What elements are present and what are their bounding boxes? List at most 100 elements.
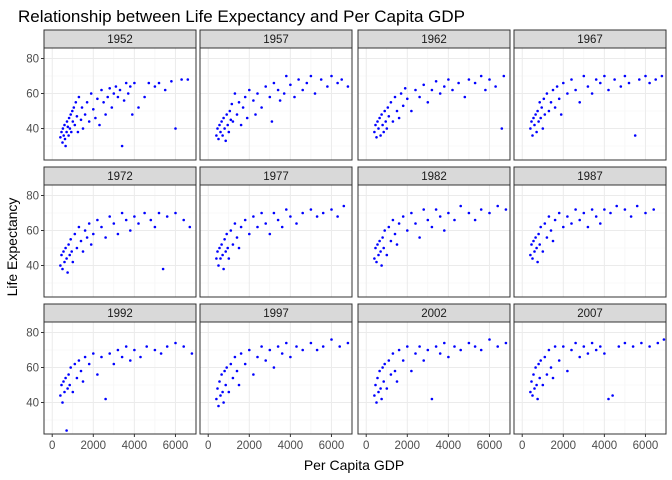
panel-border: [513, 184, 667, 298]
data-point: [315, 348, 319, 352]
data-point: [239, 352, 243, 355]
data-point: [547, 348, 551, 352]
data-point: [401, 215, 405, 218]
data-point: [264, 222, 268, 225]
data-point: [545, 236, 549, 239]
data-point: [270, 120, 274, 123]
facet-strip-label: 1992: [107, 308, 133, 320]
data-point: [120, 144, 124, 148]
data-point: [443, 229, 446, 232]
data-point: [656, 341, 660, 345]
data-point: [623, 74, 627, 78]
x-tick-label: 2000: [237, 440, 263, 452]
y-tick-label: 60: [26, 226, 39, 238]
data-point: [336, 215, 339, 218]
data-point: [613, 78, 616, 81]
data-point: [379, 387, 382, 390]
data-point: [80, 106, 84, 109]
panel-background: [200, 185, 352, 297]
data-point: [248, 348, 251, 352]
data-point: [378, 369, 381, 373]
data-point: [346, 341, 350, 345]
data-point: [63, 137, 67, 141]
data-point: [479, 208, 483, 211]
data-point: [382, 380, 386, 383]
data-point: [389, 101, 393, 104]
data-point: [59, 136, 62, 139]
data-point: [89, 243, 93, 246]
data-point: [376, 243, 379, 246]
chart-title: Relationship between Life Expectancy and…: [18, 7, 465, 26]
data-point: [342, 204, 346, 208]
data-point: [83, 229, 87, 232]
data-point: [124, 81, 128, 85]
data-point: [418, 95, 421, 99]
data-point: [222, 401, 225, 404]
data-point: [252, 215, 255, 218]
panel-border: [513, 47, 667, 161]
data-point: [410, 211, 413, 215]
data-point: [64, 376, 67, 380]
data-point: [473, 81, 477, 85]
data-point: [225, 232, 228, 236]
data-point: [529, 390, 532, 394]
data-point: [594, 348, 598, 352]
data-point: [309, 341, 313, 345]
data-point: [106, 95, 109, 99]
data-point: [71, 120, 75, 123]
data-point: [163, 88, 167, 92]
panel-border: [357, 321, 511, 435]
data-point: [252, 99, 255, 102]
data-point: [391, 352, 395, 355]
data-point: [131, 113, 134, 116]
data-point: [418, 345, 421, 348]
data-point: [217, 264, 220, 267]
data-point: [215, 257, 218, 260]
data-point: [530, 380, 533, 383]
facet-panel-1982: 1982: [357, 166, 511, 298]
data-point: [609, 211, 612, 215]
data-point: [574, 208, 577, 211]
data-point: [66, 387, 69, 390]
data-point: [555, 85, 559, 88]
data-point: [139, 355, 142, 359]
data-point: [383, 229, 387, 232]
data-point: [71, 260, 75, 264]
panel-background: [358, 322, 510, 434]
data-point: [74, 101, 78, 104]
panel-background: [200, 322, 352, 434]
data-point: [92, 352, 95, 355]
data-point: [385, 127, 389, 130]
data-point: [73, 362, 77, 366]
data-point: [68, 253, 71, 257]
data-point: [216, 127, 219, 130]
data-point: [149, 218, 153, 222]
data-point: [488, 338, 491, 341]
data-point: [453, 218, 456, 222]
data-point: [607, 397, 610, 401]
facet-panel-1987: 1987: [513, 166, 667, 298]
data-point: [83, 355, 87, 359]
facet-panel-1977: 1977: [199, 166, 353, 298]
data-point: [235, 369, 239, 373]
panel-background: [200, 48, 352, 160]
data-point: [380, 264, 383, 267]
data-point: [313, 92, 317, 95]
panel-border: [199, 321, 353, 435]
data-point: [161, 267, 165, 271]
data-point: [539, 359, 542, 362]
data-point: [541, 250, 545, 253]
data-point: [559, 113, 563, 116]
data-point: [529, 127, 532, 130]
data-point: [69, 113, 72, 116]
data-point: [224, 250, 227, 253]
data-point: [256, 92, 259, 95]
data-point: [62, 380, 65, 383]
data-point: [226, 123, 229, 127]
x-tick-label: 0: [363, 440, 369, 452]
data-point: [430, 397, 434, 401]
data-point: [459, 348, 463, 352]
facet-panel-2007: 2007 0 2000 4000 6000: [513, 303, 667, 452]
data-point: [223, 127, 226, 130]
data-point: [60, 383, 63, 387]
